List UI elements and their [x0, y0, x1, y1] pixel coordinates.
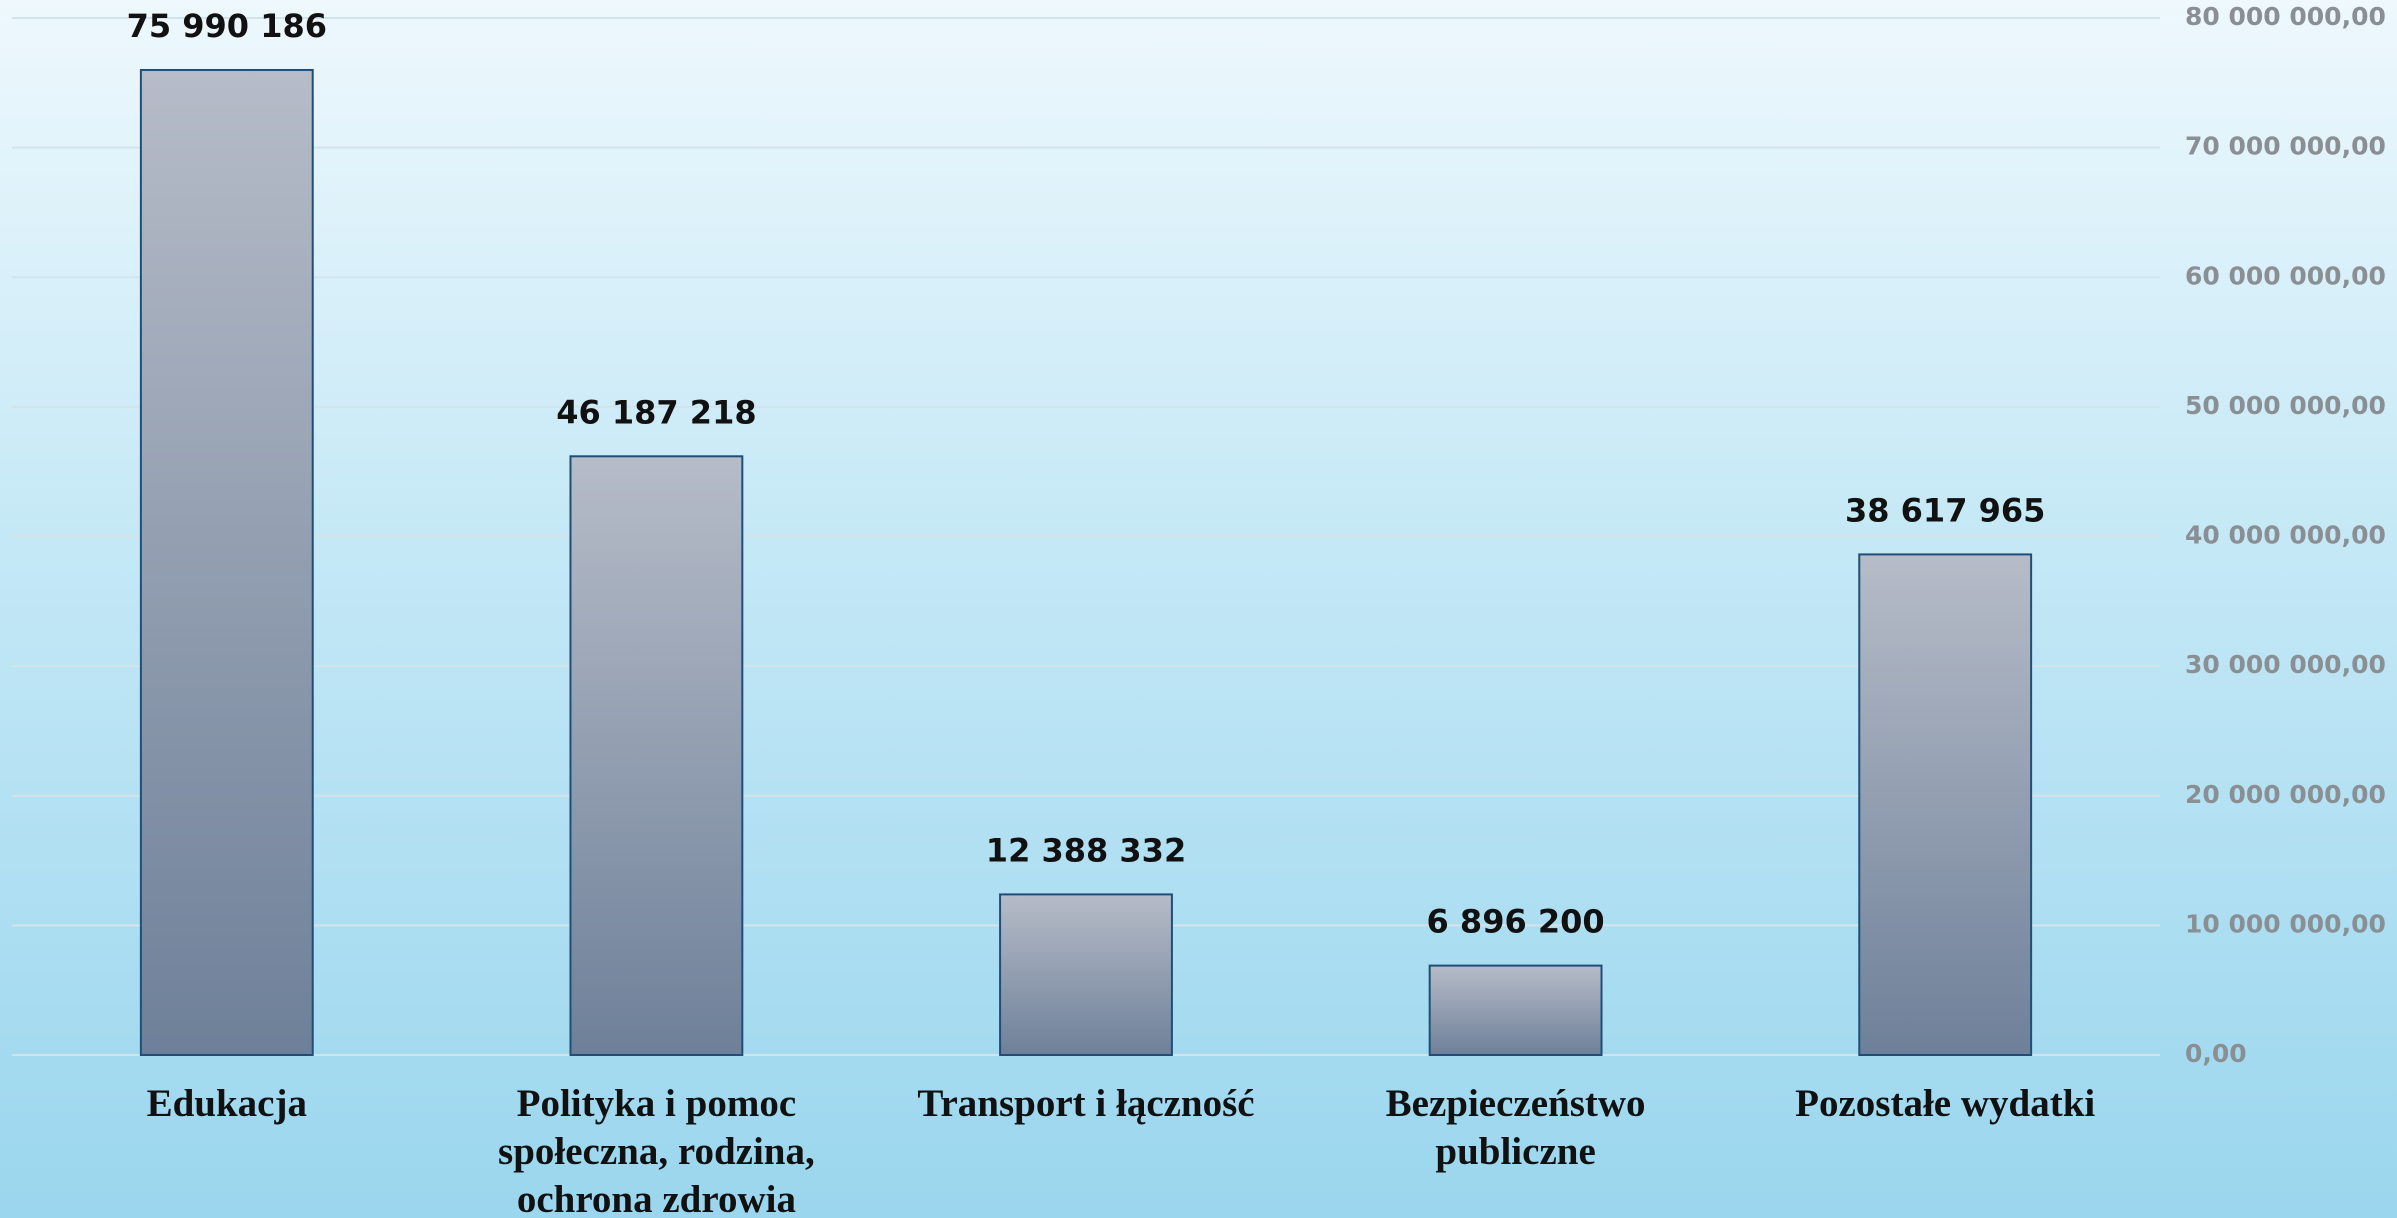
bar	[139, 68, 314, 1056]
value-label: 12 388 332	[986, 831, 1186, 869]
bar	[999, 893, 1173, 1057]
value-label: 38 617 965	[1845, 491, 2045, 529]
x-tick-label: Transport i łączność	[917, 1082, 1255, 1125]
x-tick-label: Edukacja	[146, 1082, 307, 1125]
y-tick-label: 0,00	[2185, 1039, 2247, 1068]
bar	[1428, 964, 1603, 1057]
y-tick-label: 40 000 000,00	[2185, 521, 2386, 550]
value-label: 46 187 218	[556, 393, 756, 431]
y-tick-label: 10 000 000,00	[2185, 909, 2386, 938]
value-label: 75 990 186	[127, 7, 327, 45]
y-tick-label: 60 000 000,00	[2185, 261, 2386, 290]
bar	[569, 455, 744, 1057]
y-tick-label: 20 000 000,00	[2185, 780, 2386, 809]
bar	[1858, 553, 2033, 1056]
y-tick-label: 70 000 000,00	[2185, 132, 2386, 161]
y-tick-label: 50 000 000,00	[2185, 391, 2386, 420]
x-tick-label: Bezpieczeństwo publiczne	[1385, 1082, 1646, 1173]
x-tick-label: Polityka i pomoc społeczna, rodzina, och…	[498, 1082, 815, 1218]
value-label: 6 896 200	[1427, 903, 1605, 941]
x-tick-label: Pozostałe wydatki	[1795, 1082, 2096, 1125]
y-tick-label: 80 000 000,00	[2185, 2, 2386, 31]
y-tick-label: 30 000 000,00	[2185, 650, 2386, 679]
